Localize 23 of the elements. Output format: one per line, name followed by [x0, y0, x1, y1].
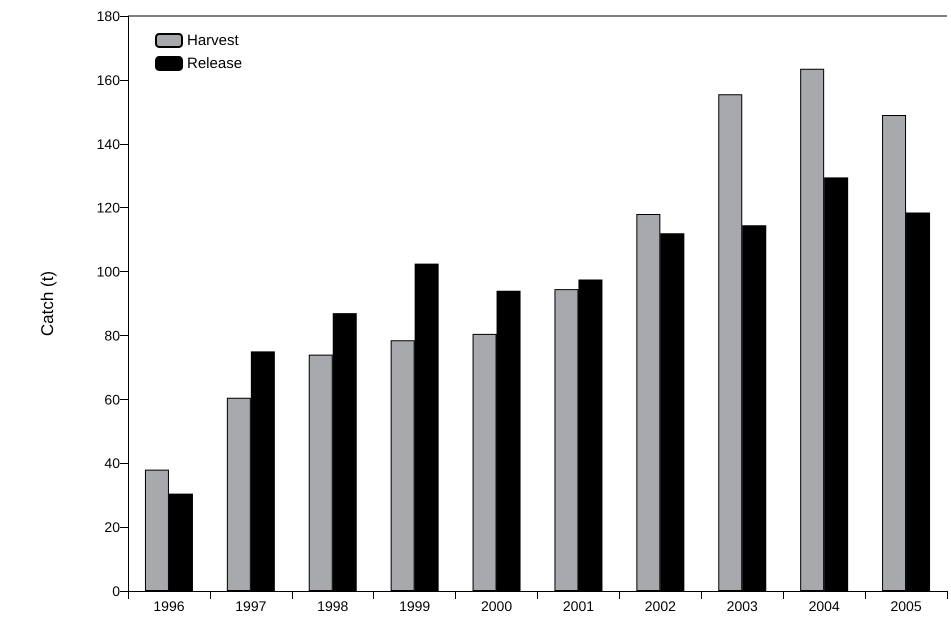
y-tick-label: 40 [104, 455, 120, 472]
x-tick-label: 2003 [726, 598, 758, 614]
x-tick-label: 2005 [890, 598, 922, 614]
legend-label: Release [187, 55, 242, 72]
x-tick-label: 2001 [562, 598, 594, 614]
y-tick-label: 60 [104, 391, 120, 408]
legend-label: Harvest [187, 32, 240, 49]
x-tick-label: 2000 [480, 598, 512, 614]
y-tick-label: 20 [104, 519, 120, 536]
y-tick-label: 160 [96, 72, 120, 88]
y-tick-label: 180 [96, 8, 120, 24]
y-tick-label: 140 [96, 136, 120, 152]
x-tick-label: 1996 [153, 598, 185, 614]
x-tick-label: 1997 [235, 598, 267, 614]
y-tick-label: 120 [96, 200, 120, 216]
x-tick-label: 2004 [808, 598, 840, 614]
x-tick-label: 1999 [399, 598, 430, 614]
y-tick-label: 0 [112, 583, 120, 599]
x-tick-label: 2002 [644, 598, 676, 614]
x-tick-label: 1998 [317, 598, 349, 614]
y-tick-label: 100 [96, 264, 120, 280]
y-axis-title: Catch (t) [38, 270, 57, 336]
y-tick-label: 80 [104, 327, 120, 344]
